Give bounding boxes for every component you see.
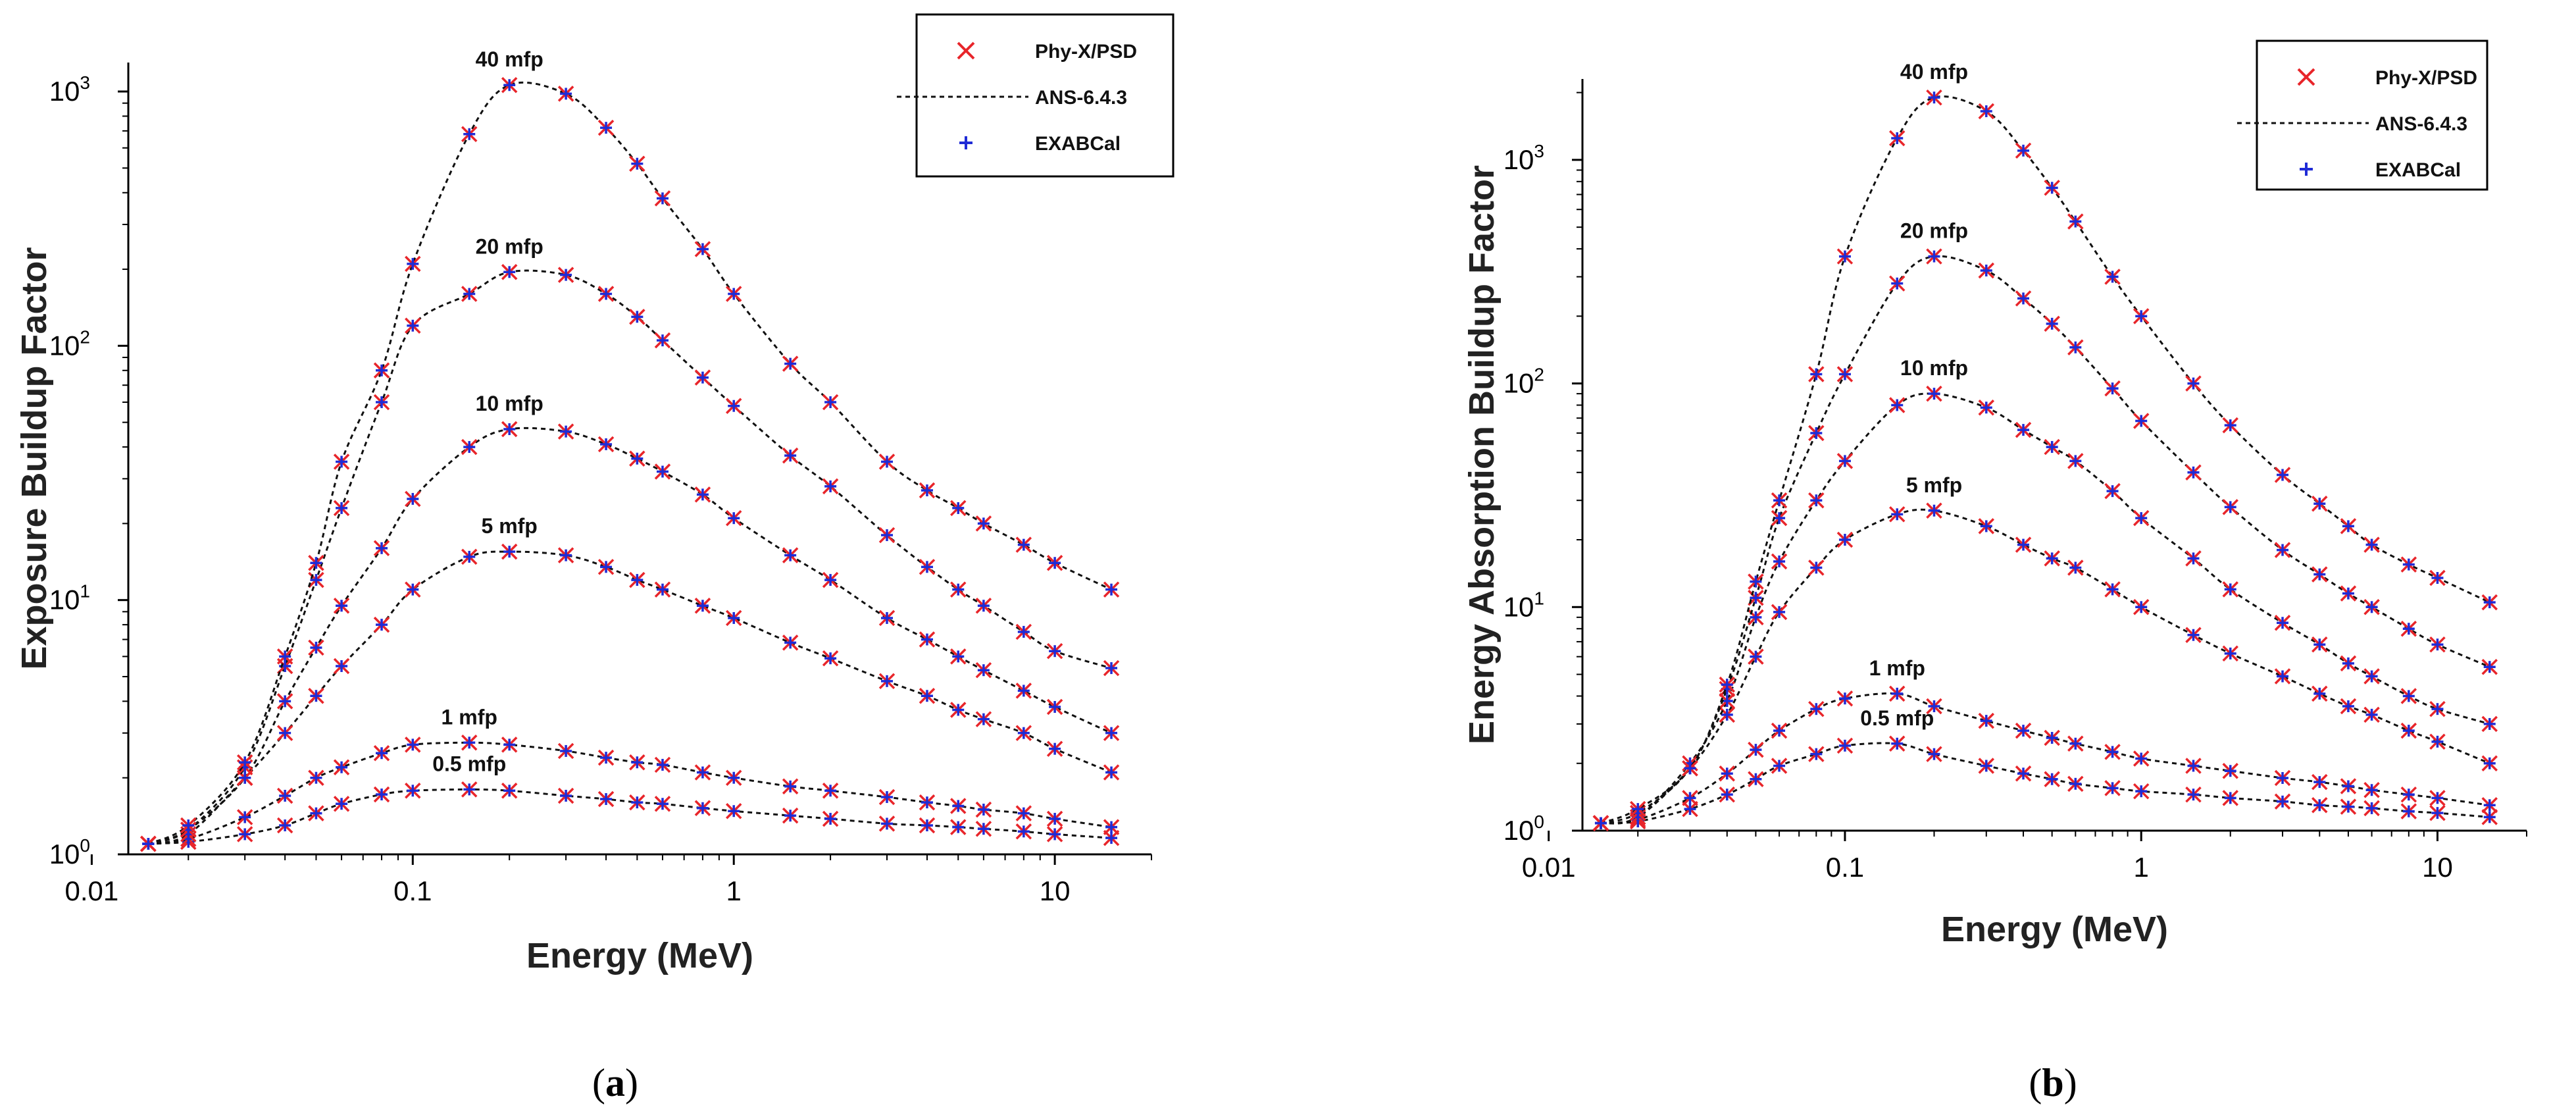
legend-label: Phy-X/PSD — [1035, 41, 1137, 63]
legend: Phy-X/PSD ANS-6.4.3 EXABCal — [2237, 39, 2488, 191]
y-axis-title: Energy Absorption Buildup Factor — [1462, 165, 1502, 744]
legend-label: EXABCal — [2375, 159, 2461, 181]
x-tick-label: 1 — [726, 875, 742, 906]
x-tick-label: 0.1 — [393, 875, 432, 906]
legend-symbol — [957, 41, 975, 60]
x-axis-title: Energy (MeV) — [1941, 910, 2168, 949]
y-tick-label: 102 — [49, 326, 90, 361]
series-line — [1600, 95, 2490, 825]
series-label: 0.5 mfp — [432, 752, 506, 775]
legend-label: ANS-6.4.3 — [2375, 113, 2467, 135]
panel-label: (a) — [592, 1061, 638, 1104]
legend: Phy-X/PSD ANS-6.4.3 EXABCal — [897, 13, 1174, 178]
x-tick-label: 0.01 — [1522, 852, 1576, 883]
y-tick-label: 102 — [1503, 365, 1544, 399]
series-label: 1 mfp — [1869, 656, 1925, 680]
y-axis-title: Exposure Buildup Factor — [14, 247, 54, 669]
series-label: 1 mfp — [442, 705, 497, 729]
panel-label: (b) — [2029, 1061, 2077, 1104]
series-label: 5 mfp — [482, 514, 538, 538]
x-tick-label: 0.1 — [1826, 852, 1864, 883]
legend-symbol — [2297, 68, 2315, 86]
y-tick-label: 100 — [49, 835, 90, 869]
series-line — [147, 82, 1112, 845]
series-label: 20 mfp — [476, 234, 543, 258]
series-label: 10 mfp — [476, 392, 543, 415]
series-label: 40 mfp — [476, 47, 543, 71]
legend-label: EXABCal — [1035, 133, 1121, 155]
series-label: 0.5 mfp — [1860, 706, 1934, 730]
series-line — [148, 788, 1112, 845]
series-line — [1600, 742, 2490, 825]
series-label: 10 mfp — [1900, 356, 1968, 380]
legend-box — [915, 13, 1174, 178]
series-label: 5 mfp — [1906, 473, 1962, 497]
panel-b-chart: 0.01 0.1 1 10 100 101 102 103 Energy (MeV) Energy… — [1462, 39, 2527, 1104]
legend-label: ANS-6.4.3 — [1035, 87, 1127, 109]
series-line — [1600, 392, 2490, 825]
x-tick-label: 0.01 — [65, 875, 119, 906]
x-tick-label: 1 — [2134, 852, 2149, 883]
series-line — [1600, 692, 2490, 825]
series-line — [147, 269, 1112, 845]
series-line — [1600, 255, 2490, 825]
y-tick-label: 101 — [49, 581, 90, 615]
series-line — [147, 427, 1112, 845]
x-axis-title: Energy (MeV) — [526, 936, 753, 975]
series-line — [1600, 508, 2490, 825]
y-tick-label: 100 — [1503, 812, 1544, 846]
y-tick-label: 101 — [1503, 588, 1544, 622]
x-tick-label: 10 — [1040, 875, 1071, 906]
series-label: 40 mfp — [1900, 60, 1968, 84]
panel-a-chart: 0.01 0.1 1 10 100 101 102 103 Energy (MeV) Exposu… — [14, 13, 1174, 1104]
x-tick-label: 10 — [2422, 852, 2453, 883]
y-tick-label: 103 — [1503, 141, 1544, 175]
series-line — [148, 741, 1112, 845]
legend-label: Phy-X/PSD — [2375, 67, 2477, 89]
series-label: 20 mfp — [1900, 219, 1968, 243]
y-tick-label: 103 — [49, 72, 90, 107]
legend-box — [2256, 39, 2488, 191]
